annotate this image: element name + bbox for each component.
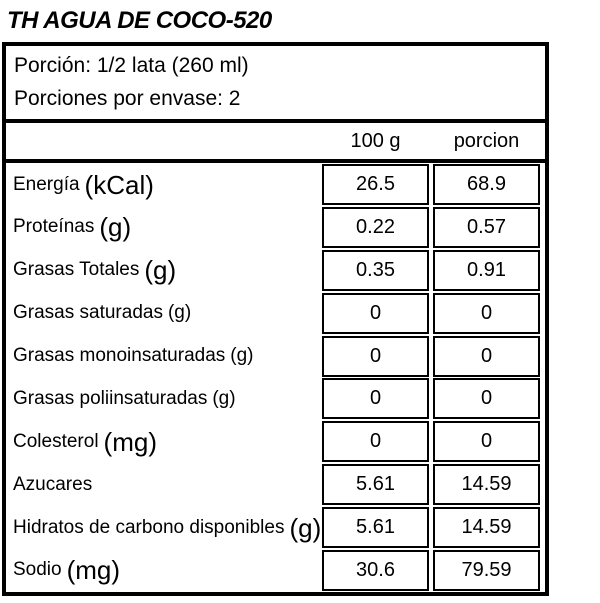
value-per-serving: 0 — [433, 335, 540, 377]
nutrient-rows: Energía (kCal) 26.5 68.9 Proteínas (g) 0… — [6, 163, 545, 592]
nutrient-row: Sodio (mg) 30.6 79.59 — [6, 549, 540, 591]
nutrient-label: Grasas Totales (g) — [6, 250, 322, 291]
value-per-100g: 30.6 — [322, 549, 429, 591]
nutrient-row: Energía (kCal) 26.5 68.9 — [6, 164, 540, 205]
column-header-row: 100 g porcion — [6, 123, 545, 163]
nutrient-name-text: Hidratos de carbono disponibles — [13, 516, 285, 538]
value-per-100g: 5.61 — [322, 464, 429, 506]
nutrient-label: Proteínas (g) — [6, 207, 322, 248]
value-per-serving: 14.59 — [433, 507, 540, 548]
nutrient-name-text: Sodio — [13, 559, 62, 581]
nutrient-unit-text: (g) — [167, 302, 192, 324]
value-per-serving: 0 — [433, 421, 540, 463]
value-per-100g: 5.61 — [322, 507, 429, 548]
nutrient-unit-text: (kCal) — [84, 169, 154, 200]
value-per-100g: 0.22 — [322, 206, 429, 248]
nutrient-name-text: Proteínas — [13, 216, 95, 238]
nutrient-name-text: Energía — [13, 173, 80, 195]
value-per-serving: 79.59 — [433, 549, 540, 591]
value-per-serving: 0.57 — [433, 206, 540, 248]
nutrient-label: Grasas poliinsaturadas (g) — [6, 378, 322, 419]
column-header-100g: 100 g — [350, 129, 401, 152]
value-per-100g: 0 — [322, 335, 429, 377]
nutrient-row: Colesterol (mg) 0 0 — [6, 421, 540, 463]
value-per-serving: 68.9 — [433, 164, 540, 205]
servings-per-container-text: Porciones por envase: 2 — [14, 86, 241, 110]
nutrient-label: Hidratos de carbono disponibles (g) — [6, 507, 322, 548]
value-per-100g: 0 — [322, 292, 429, 334]
nutrient-label: Energía (kCal) — [6, 164, 322, 205]
nutrient-unit-text: (g) — [230, 345, 254, 366]
nutrient-row: Proteínas (g) 0.22 0.57 — [6, 206, 540, 248]
nutrient-row: Azucares 5.61 14.59 — [6, 464, 540, 506]
nutrient-label: Colesterol (mg) — [6, 421, 322, 462]
nutrient-name-text: Grasas saturadas — [13, 302, 163, 324]
nutrient-unit-text: (g) — [144, 255, 177, 286]
nutrient-label: Grasas monoinsaturadas (g) — [6, 336, 322, 377]
value-per-serving: 0 — [433, 292, 540, 334]
nutrient-unit-text: (mg) — [66, 555, 121, 586]
nutrition-facts-table: Porción: 1/2 lata (260 ml) Porciones por… — [2, 42, 549, 596]
nutrient-row: Grasas monoinsaturadas (g) 0 0 — [6, 335, 540, 377]
nutrient-name-text: Azucares — [13, 473, 93, 495]
value-per-100g: 26.5 — [322, 164, 429, 205]
nutrient-unit-text: (g) — [289, 512, 322, 543]
nutrient-name-text: Grasas poliinsaturadas — [13, 387, 208, 409]
nutrient-row: Grasas saturadas (g) 0 0 — [6, 292, 540, 334]
nutrient-name-text: Grasas monoinsaturadas — [13, 345, 226, 366]
serving-size-text: Porción: 1/2 lata (260 ml) — [14, 54, 249, 78]
nutrient-name-text: Grasas Totales — [13, 259, 140, 281]
column-header-porcion: porcion — [453, 129, 520, 152]
nutrient-unit-text: (g) — [212, 387, 236, 409]
value-per-serving: 0 — [433, 378, 540, 420]
value-per-serving: 14.59 — [433, 464, 540, 506]
nutrient-name-text: Colesterol — [13, 430, 99, 452]
value-per-100g: 0.35 — [322, 249, 429, 291]
nutrient-row: Grasas Totales (g) 0.35 0.91 — [6, 249, 540, 291]
nutrient-label: Azucares — [6, 464, 322, 505]
nutrient-row: Hidratos de carbono disponibles (g) 5.61… — [6, 507, 540, 548]
serving-info-section: Porción: 1/2 lata (260 ml) Porciones por… — [6, 46, 545, 123]
nutrient-label: Grasas saturadas (g) — [6, 293, 322, 334]
value-per-100g: 0 — [322, 378, 429, 420]
nutrient-unit-text: (mg) — [103, 426, 157, 457]
nutrient-row: Grasas poliinsaturadas (g) 0 0 — [6, 378, 540, 420]
product-title: TH AGUA DE COCO-520 — [7, 7, 272, 34]
value-per-serving: 0.91 — [433, 249, 540, 291]
nutrient-unit-text: (g) — [99, 212, 132, 243]
nutrient-label: Sodio (mg) — [6, 550, 322, 591]
value-per-100g: 0 — [322, 421, 429, 463]
